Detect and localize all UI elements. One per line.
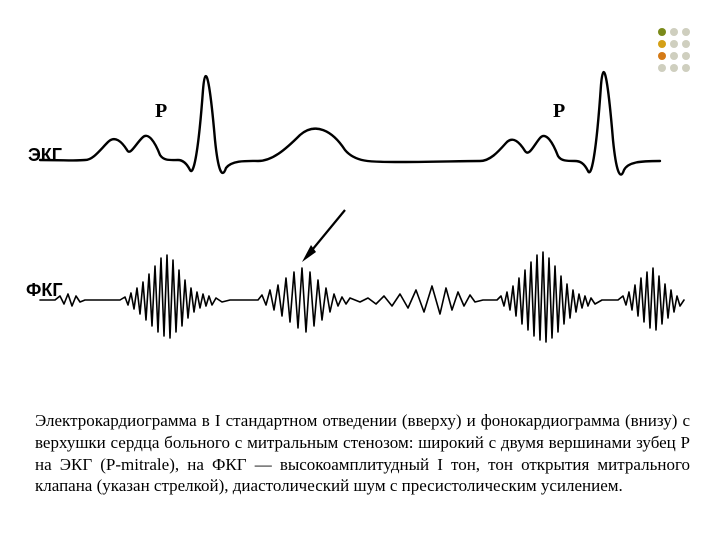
figure-caption: Электрокардиограмма в I стандартном отве…	[35, 410, 690, 497]
ecg-trace	[40, 72, 660, 175]
p-wave-label-2: P	[553, 100, 565, 123]
p-wave-label-1: P	[155, 100, 167, 123]
arrow-shaft	[308, 210, 345, 255]
waveform-svg	[0, 30, 720, 390]
pcg-trace	[40, 252, 684, 342]
page: ЭКГ ФКГ P P Электрокардиограмма в I стан…	[0, 0, 720, 540]
arrow-indicator	[302, 210, 345, 262]
pcg-label: ФКГ	[26, 280, 63, 301]
chart-area: ЭКГ ФКГ P P	[0, 30, 720, 390]
ecg-label: ЭКГ	[28, 145, 62, 166]
